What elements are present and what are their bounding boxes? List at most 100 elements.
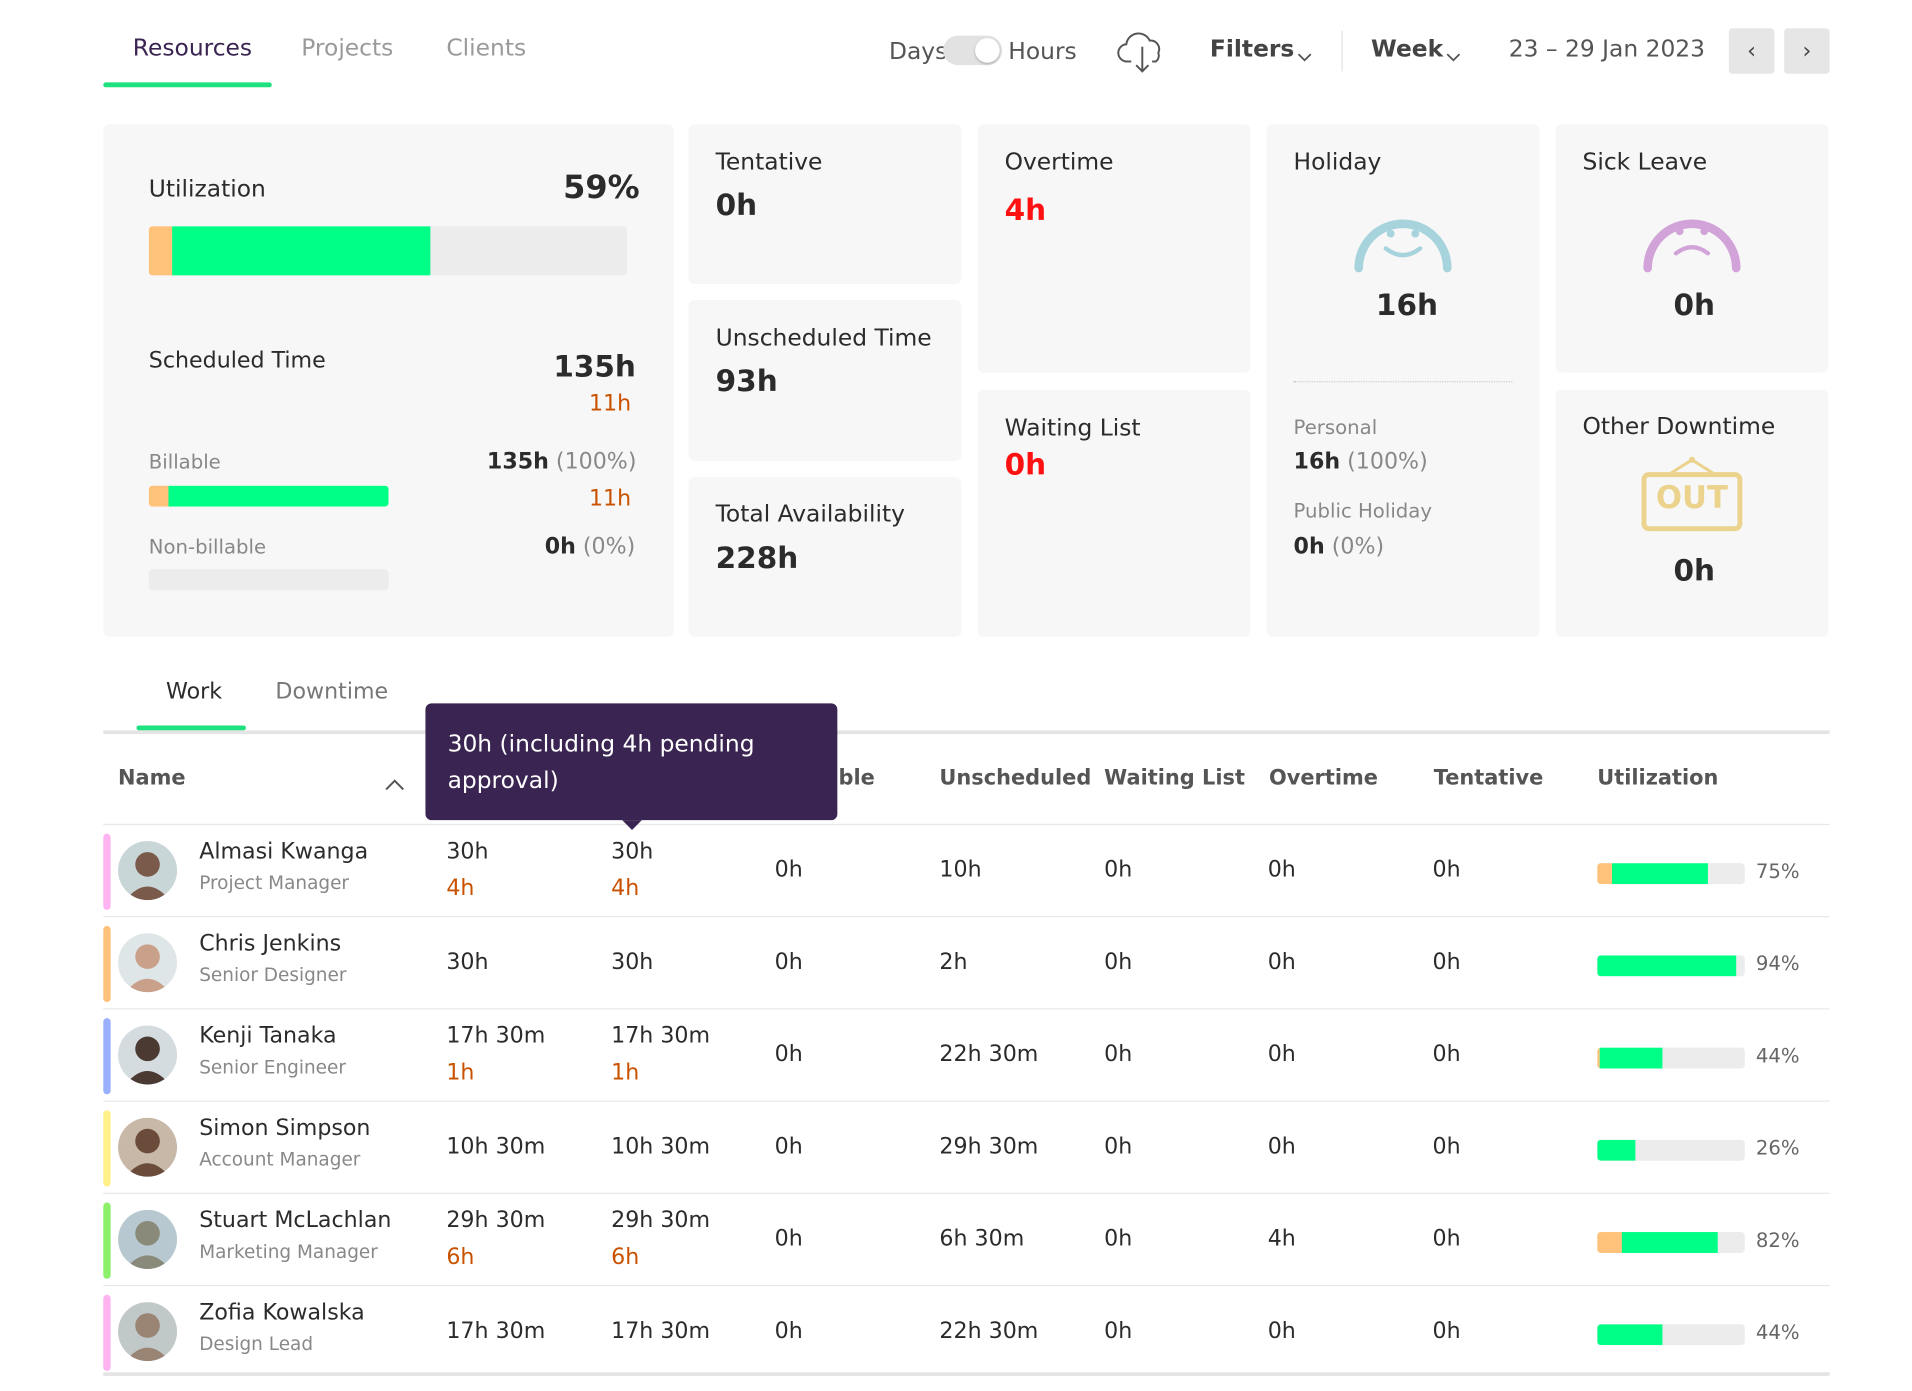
waiting-list-cell: 0h	[1104, 1133, 1133, 1160]
out-sign-text: OUT	[1655, 479, 1728, 516]
billable-hours-cell: 17h 30m	[611, 1318, 711, 1344]
waiting-list-cell: 0h	[1104, 1318, 1133, 1344]
tab-resources[interactable]: Resources	[132, 34, 253, 62]
table-row[interactable]: Stuart McLachlan Marketing Manager 29h 30m…	[103, 1192, 1830, 1285]
header-utilization[interactable]: Utilization	[1597, 766, 1719, 791]
row-color-stripe	[103, 833, 111, 910]
table-row[interactable]: Zofia Kowalska Design Lead 17h 30m 17h 30m 0…	[103, 1284, 1830, 1377]
billable-pending-value: 11h	[588, 485, 632, 512]
resource-name[interactable]: Almasi Kwanga	[199, 838, 369, 865]
period-select[interactable]: Week	[1371, 35, 1444, 63]
table-row[interactable]: Simon Simpson Account Manager 10h 30m 10h 3…	[103, 1100, 1830, 1192]
tooltip-text: 30h (including 4h pending approval)	[447, 730, 755, 795]
download-cloud-icon[interactable]	[1116, 30, 1168, 79]
personal-value: 16h	[1293, 448, 1341, 475]
header-waiting-list[interactable]: Waiting List	[1104, 766, 1245, 791]
tab-projects[interactable]: Projects	[301, 34, 394, 62]
resource-name[interactable]: Zofia Kowalska	[199, 1299, 365, 1326]
work-tab-indicator	[136, 725, 246, 731]
utilization-percent: 26%	[1755, 1136, 1800, 1160]
utilization-scheduled-fill	[172, 226, 431, 276]
utilization-bar	[1597, 863, 1745, 885]
utilization-percent: 44%	[1755, 1320, 1800, 1344]
tentative-cell: 0h	[1432, 1133, 1461, 1160]
utilization-fill	[1597, 955, 1736, 977]
tab-clients[interactable]: Clients	[446, 34, 527, 62]
waiting-list-card	[977, 389, 1251, 637]
header-overtime[interactable]: Overtime	[1268, 766, 1378, 791]
utilization-percent: 82%	[1755, 1228, 1800, 1252]
utilization-title: Utilization	[148, 175, 266, 203]
waiting-list-cell: 0h	[1104, 1041, 1133, 1068]
sick-leave-value: 0h	[1673, 287, 1716, 323]
header-unscheduled[interactable]: Unscheduled	[939, 766, 1092, 791]
scheduled-cell: 29h 30m	[446, 1207, 546, 1234]
prev-week-button[interactable]: ‹	[1728, 28, 1775, 74]
days-hours-toggle[interactable]	[943, 35, 1003, 66]
resource-name[interactable]: Kenji Tanaka	[199, 1023, 337, 1049]
billable-hours-cell: 29h 30m	[611, 1207, 711, 1234]
unscheduled-card	[688, 300, 962, 462]
utilization-bar	[1597, 1139, 1745, 1161]
public-holiday-percent: (0%)	[1331, 533, 1385, 560]
resource-name[interactable]: Chris Jenkins	[199, 930, 342, 957]
overtime-cell: 0h	[1267, 949, 1296, 976]
tab-work[interactable]: Work	[165, 678, 223, 705]
avatar	[118, 933, 178, 993]
utilization-bar	[1597, 1324, 1745, 1346]
billable-pending-fill	[148, 485, 168, 507]
utilization-percent: 75%	[1755, 859, 1800, 883]
tentative-cell: 0h	[1432, 1041, 1461, 1068]
holiday-card	[1266, 124, 1540, 637]
unscheduled-cell: 22h 30m	[939, 1318, 1039, 1344]
avatar	[118, 841, 178, 901]
nonbillable-summary: 0h (0%)	[545, 534, 636, 560]
waiting-list-title: Waiting List	[1004, 414, 1141, 442]
resource-name[interactable]: Simon Simpson	[199, 1115, 371, 1142]
utilization-pending-fill	[1597, 863, 1613, 885]
row-color-stripe	[103, 925, 111, 1003]
waiting-list-cell: 0h	[1104, 949, 1133, 976]
scheduled-pending: 4h	[446, 875, 475, 902]
header-tentative[interactable]: Tentative	[1433, 766, 1544, 791]
scheduled-cell: 17h 30m	[446, 1023, 546, 1049]
overtime-cell: 0h	[1267, 1133, 1296, 1160]
table-row[interactable]: Kenji Tanaka Senior Engineer 17h 30m 1h 17h …	[103, 1008, 1830, 1100]
resource-role: Project Manager	[199, 871, 350, 894]
unscheduled-title: Unscheduled Time	[715, 324, 932, 352]
waiting-list-cell: 0h	[1104, 857, 1133, 883]
toggle-days-label: Days	[889, 38, 948, 66]
sort-ascending-icon[interactable]	[385, 772, 405, 795]
resource-name[interactable]: Stuart McLachlan	[199, 1207, 392, 1234]
tentative-cell: 0h	[1432, 949, 1461, 976]
tab-downtime[interactable]: Downtime	[275, 678, 389, 705]
toggle-knob	[975, 38, 1000, 63]
filters-button[interactable]: Filters	[1209, 35, 1295, 63]
header-name[interactable]: Name	[118, 766, 186, 791]
nonbillable-cell: 0h	[774, 857, 803, 883]
billable-pending: 6h	[611, 1244, 640, 1271]
nonbillable-percent: (0%)	[582, 533, 636, 560]
personal-label: Personal	[1293, 415, 1378, 439]
next-week-button[interactable]: ›	[1784, 28, 1830, 74]
utilization-pending-fill	[1597, 1047, 1601, 1069]
avatar	[118, 1025, 178, 1085]
overtime-card	[977, 124, 1251, 373]
scheduled-cell: 10h 30m	[446, 1133, 546, 1160]
utilization-fill	[1622, 1232, 1719, 1253]
sad-face-icon	[1639, 189, 1745, 280]
nonbillable-cell: 0h	[774, 1225, 803, 1252]
resource-role: Marketing Manager	[199, 1240, 378, 1263]
personal-percent: (100%)	[1347, 448, 1428, 475]
row-color-stripe	[103, 1018, 111, 1095]
unscheduled-cell: 2h	[939, 949, 968, 976]
scheduled-cell: 30h	[446, 949, 489, 976]
public-holiday-summary: 0h (0%)	[1294, 534, 1385, 560]
billable-hours-cell: 10h 30m	[611, 1133, 711, 1160]
table-row[interactable]: Chris Jenkins Senior Designer 30h 30h 0h 2h 0h…	[103, 916, 1830, 1008]
utilization-fill	[1600, 1047, 1663, 1069]
other-downtime-title: Other Downtime	[1582, 413, 1776, 441]
public-holiday-value: 0h	[1293, 533, 1325, 560]
resource-role: Design Lead	[199, 1332, 314, 1356]
table-row[interactable]: Almasi Kwanga Project Manager 30h 4h 30h 4h 0h…	[103, 823, 1830, 916]
